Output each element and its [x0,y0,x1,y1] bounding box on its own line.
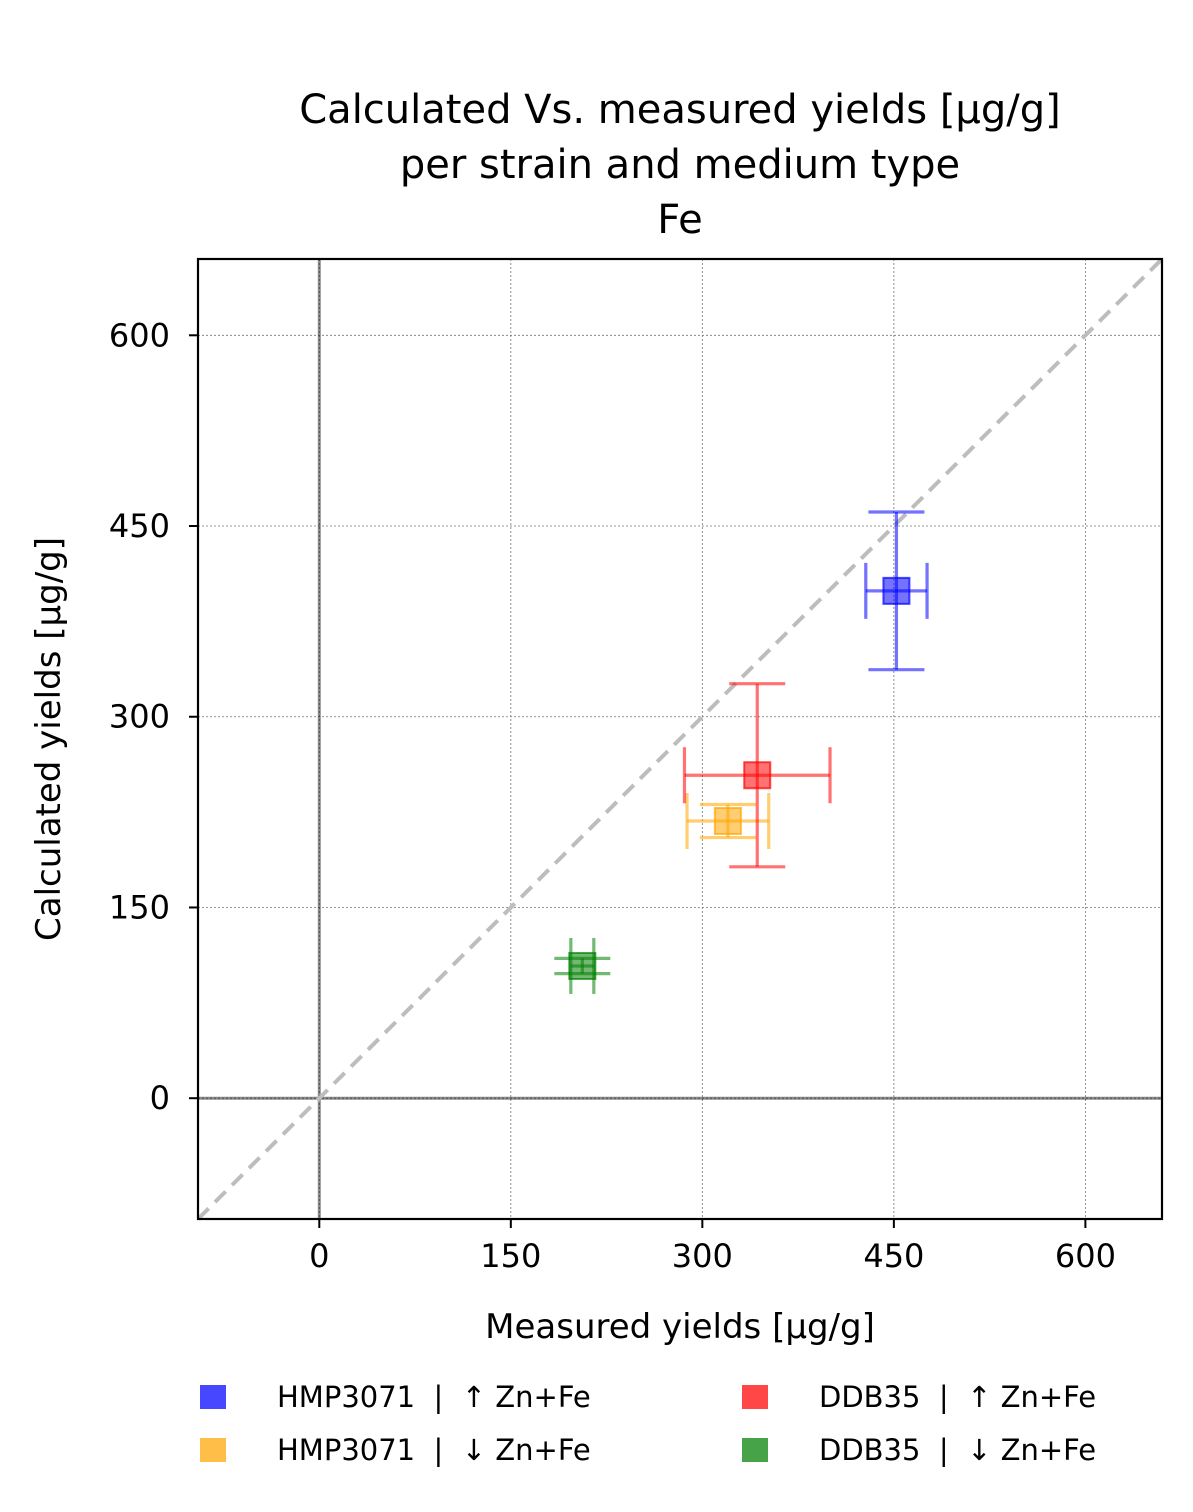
x-tick-label: 0 [309,1237,329,1275]
legend-item-2: DDB35 | ↑ Zn+Fe [742,1380,1096,1414]
data-point-marker [713,807,742,836]
legend-item-1: HMP3071 | ↓ Zn+Fe [200,1433,591,1467]
series-layer [554,510,929,994]
legend: HMP3071 | ↑ Zn+Fe HMP3071 | ↓ Zn+Fe DDB35 … [200,1380,1096,1467]
series-1 [685,793,771,850]
x-tick-label: 300 [672,1237,733,1275]
y-tick-label: 600 [109,316,170,354]
y-tick-label: 150 [109,888,170,926]
x-axis-label: Measured yields [µg/g] [485,1307,875,1347]
zero-lines [198,259,1162,1219]
legend-swatch [200,1438,226,1462]
legend-swatch [200,1385,226,1409]
y-tick-label: 0 [150,1079,170,1117]
data-point-marker [743,761,772,790]
grid [198,259,1162,1219]
chart-title-line-1: Calculated Vs. measured yields [µg/g] [299,87,1060,133]
legend-item-3: DDB35 | ↓ Zn+Fe [742,1433,1096,1467]
data-point-marker [568,951,597,980]
x-tick-label: 450 [863,1237,924,1275]
series-2 [682,682,832,869]
series-0 [864,510,929,672]
legend-label: HMP3071 | ↓ Zn+Fe [277,1433,591,1467]
series-3 [554,937,611,994]
legend-item-0: HMP3071 | ↑ Zn+Fe [200,1380,591,1414]
legend-swatch [742,1385,768,1409]
plot-frame [196,257,1164,1221]
data-point-marker [882,576,911,605]
chart-title: Calculated Vs. measured yields [µg/g] pe… [299,87,1060,243]
x-tick-label: 600 [1055,1237,1116,1275]
y-axis-label: Calculated yields [µg/g] [29,537,69,941]
y-tick-label: 450 [109,507,170,545]
x-axis-ticks: 0 150 300 450 600 [309,1219,1116,1275]
legend-label: DDB35 | ↑ Zn+Fe [819,1380,1096,1414]
y-axis-ticks: 0 150 300 450 600 [109,316,198,1117]
chart-title-line-2: per strain and medium type [400,142,960,188]
chart-title-line-3: Fe [657,197,702,243]
legend-swatch [742,1438,768,1462]
plot-area [196,257,1164,1221]
identity-line [196,257,1164,1221]
legend-label: DDB35 | ↓ Zn+Fe [819,1433,1096,1467]
y-tick-label: 300 [109,698,170,736]
identity-line-path [196,257,1164,1221]
legend-label: HMP3071 | ↑ Zn+Fe [277,1380,591,1414]
x-tick-label: 150 [480,1237,541,1275]
